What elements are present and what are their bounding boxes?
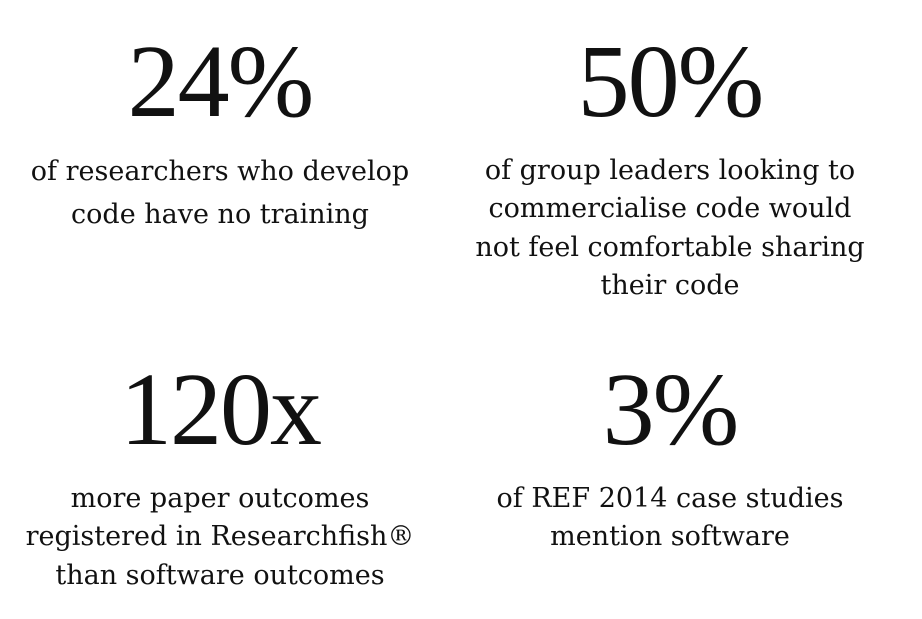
stat-description-line: commercialise code would (488, 193, 852, 225)
stat-block-outcomes: 120x more paper outcomes registered in R… (20, 358, 420, 595)
stat-description-line: not feel comfortable sharing (475, 231, 865, 263)
stat-value: 24% (127, 24, 315, 139)
stat-block-sharing: 50% of group leaders looking to commerci… (470, 30, 870, 305)
stat-value: 3% (602, 352, 740, 467)
stat-block-training: 24% of researchers who develop code have… (20, 30, 420, 236)
stat-description: more paper outcomes registered in Resear… (20, 480, 420, 595)
stat-description-line: more paper outcomes (70, 483, 370, 514)
stat-description: of group leaders looking to commercialis… (470, 152, 870, 305)
stat-description: of researchers who develop code have no … (20, 150, 420, 236)
stat-description-line: of REF 2014 case studies (496, 483, 844, 514)
stat-description: of REF 2014 case studies mention softwar… (470, 480, 870, 557)
stat-description-line: of researchers who develop (30, 156, 410, 187)
stat-value: 120x (120, 352, 322, 467)
stat-description-line: than software outcomes (55, 559, 385, 591)
stat-description-line: mention software (550, 521, 790, 553)
stat-description-line: of group leaders looking to (484, 155, 856, 186)
stat-description-line: registered in Researchfish® (25, 521, 415, 553)
stat-block-ref: 3% of REF 2014 case studies mention soft… (470, 358, 870, 557)
stat-description-line: code have no training (71, 199, 369, 231)
stat-description-line: their code (600, 269, 740, 301)
stat-value: 50% (577, 24, 765, 139)
